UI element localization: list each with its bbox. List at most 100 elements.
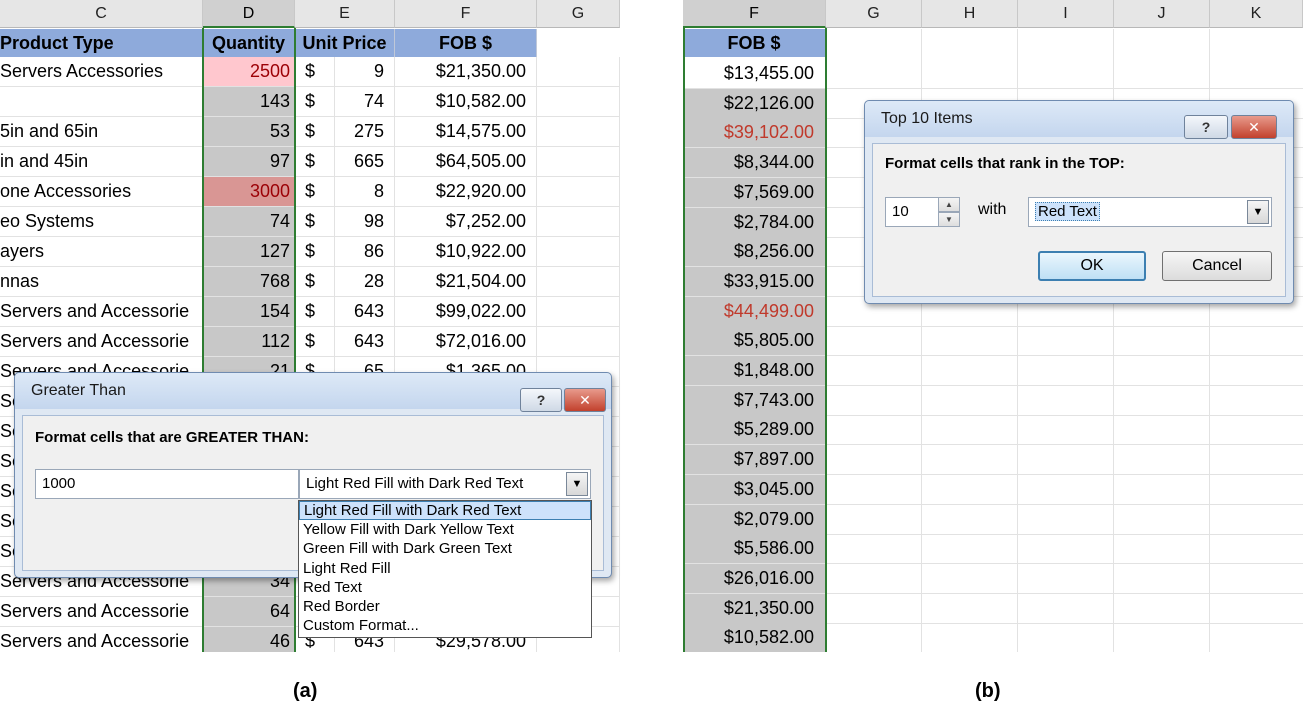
cell-unit-price[interactable]: 275 xyxy=(335,117,395,147)
cancel-button[interactable]: Cancel xyxy=(1162,251,1272,281)
chevron-down-icon[interactable]: ▼ xyxy=(1247,200,1269,224)
column-header-g[interactable]: G xyxy=(537,0,620,28)
format-select[interactable]: Light Red Fill with Dark Red Text ▼ xyxy=(299,469,591,499)
cell-product-type[interactable]: Servers Accessories xyxy=(0,57,203,87)
cell-quantity[interactable]: 97 xyxy=(203,147,295,177)
cell-unit-price[interactable]: 8 xyxy=(335,177,395,207)
cell-product-type[interactable]: nnas xyxy=(0,267,203,297)
cell-fob[interactable]: $72,016.00 xyxy=(395,327,537,357)
column-header-j[interactable]: J xyxy=(1114,0,1210,28)
cell-unit-price[interactable]: 665 xyxy=(335,147,395,177)
cell-product-type[interactable]: eo Systems xyxy=(0,207,203,237)
cell-fob[interactable]: $7,252.00 xyxy=(395,207,537,237)
cell-product-type[interactable]: Servers and Accessorie xyxy=(0,297,203,327)
cell-quantity[interactable]: 112 xyxy=(203,327,295,357)
cell-fob[interactable]: $10,582.00 xyxy=(395,87,537,117)
cell-currency[interactable]: $ xyxy=(295,87,335,117)
dropdown-option[interactable]: Green Fill with Dark Green Text xyxy=(303,540,512,558)
cell-fob[interactable]: $64,505.00 xyxy=(395,147,537,177)
help-button[interactable]: ? xyxy=(1184,115,1228,139)
dropdown-option[interactable]: Light Red Fill xyxy=(303,559,391,577)
header-product-type[interactable]: Product Type xyxy=(0,29,203,57)
cell-quantity[interactable]: 154 xyxy=(203,297,295,327)
header-fob[interactable]: FOB $ xyxy=(683,29,826,57)
cell-currency[interactable]: $ xyxy=(295,627,335,652)
cell-currency[interactable]: $ xyxy=(295,177,335,207)
cell-empty[interactable] xyxy=(537,327,620,357)
cell-fob[interactable]: $7,569.00 xyxy=(683,177,826,208)
cell-quantity[interactable]: 74 xyxy=(203,207,295,237)
cell-unit-price[interactable]: 9 xyxy=(335,57,395,87)
cell-fob[interactable]: $8,344.00 xyxy=(683,148,826,179)
cell-fob[interactable]: $14,575.00 xyxy=(395,117,537,147)
cell-fob[interactable]: $21,350.00 xyxy=(395,57,537,87)
cell-empty[interactable] xyxy=(537,117,620,147)
cell-unit-price[interactable]: 74 xyxy=(335,87,395,117)
cell-empty[interactable] xyxy=(537,297,620,327)
cell-fob[interactable]: $8,256.00 xyxy=(683,237,826,268)
cell-quantity[interactable]: 64 xyxy=(203,597,295,627)
cell-unit-price[interactable]: 98 xyxy=(335,207,395,237)
cell-empty[interactable] xyxy=(537,147,620,177)
cell-unit-price[interactable]: 643 xyxy=(335,297,395,327)
cell-empty[interactable] xyxy=(537,627,620,652)
cell-fob[interactable]: $7,743.00 xyxy=(683,385,826,416)
column-header-h[interactable]: H xyxy=(922,0,1018,28)
cell-currency[interactable]: $ xyxy=(295,267,335,297)
cell-fob[interactable]: $2,784.00 xyxy=(683,207,826,238)
dropdown-option[interactable]: Yellow Fill with Dark Yellow Text xyxy=(303,521,514,539)
chevron-down-icon[interactable]: ▼ xyxy=(566,472,588,496)
column-header-k[interactable]: K xyxy=(1210,0,1303,28)
cell-empty[interactable] xyxy=(537,57,620,87)
cell-fob[interactable]: $33,915.00 xyxy=(683,266,826,297)
cell-product-type[interactable]: 5in and 65in xyxy=(0,117,203,147)
cell-fob[interactable]: $99,022.00 xyxy=(395,297,537,327)
dropdown-option[interactable]: Custom Format... xyxy=(303,617,419,635)
cell-empty[interactable] xyxy=(537,87,620,117)
cell-currency[interactable]: $ xyxy=(295,327,335,357)
column-header-f[interactable]: F xyxy=(683,0,826,28)
cell-fob[interactable]: $39,102.00 xyxy=(683,118,826,149)
cell-quantity[interactable]: 3000 xyxy=(203,177,295,207)
cell-unit-price[interactable]: 28 xyxy=(335,267,395,297)
spin-down-icon[interactable]: ▼ xyxy=(938,212,960,227)
cell-fob[interactable]: $7,897.00 xyxy=(683,445,826,476)
cell-quantity[interactable]: 53 xyxy=(203,117,295,147)
cell-empty[interactable] xyxy=(537,177,620,207)
cell-unit-price[interactable]: 86 xyxy=(335,237,395,267)
cell-fob[interactable]: $2,079.00 xyxy=(683,504,826,535)
cell-fob[interactable]: $26,016.00 xyxy=(683,563,826,594)
cell-currency[interactable]: $ xyxy=(295,297,335,327)
column-header-f[interactable]: F xyxy=(395,0,537,28)
cell-product-type[interactable]: Servers and Accessorie xyxy=(0,597,203,627)
cell-fob[interactable]: $22,920.00 xyxy=(395,177,537,207)
cell-product-type[interactable]: in and 45in xyxy=(0,147,203,177)
cell-currency[interactable]: $ xyxy=(295,57,335,87)
column-header-i[interactable]: I xyxy=(1018,0,1114,28)
header-quantity[interactable]: Quantity xyxy=(203,29,295,57)
cell-fob[interactable]: $5,805.00 xyxy=(683,326,826,357)
spin-up-icon[interactable]: ▲ xyxy=(938,197,960,212)
cell-empty[interactable] xyxy=(537,237,620,267)
cell-empty[interactable] xyxy=(537,207,620,237)
cell-fob[interactable]: $3,045.00 xyxy=(683,474,826,505)
dropdown-option[interactable]: Light Red Fill with Dark Red Text xyxy=(299,501,591,521)
cell-quantity[interactable]: 143 xyxy=(203,87,295,117)
cell-fob[interactable]: $21,504.00 xyxy=(395,267,537,297)
cell-fob[interactable]: $21,350.00 xyxy=(683,593,826,624)
cell-fob[interactable]: $13,455.00 xyxy=(683,59,826,89)
dropdown-option[interactable]: Red Text xyxy=(303,578,362,596)
cell-empty[interactable] xyxy=(537,267,620,297)
cell-fob[interactable]: $44,499.00 xyxy=(683,296,826,327)
cell-product-type[interactable]: ayers xyxy=(0,237,203,267)
cell-quantity[interactable]: 127 xyxy=(203,237,295,267)
cell-fob[interactable]: $1,848.00 xyxy=(683,356,826,386)
format-select[interactable]: Red Text ▼ xyxy=(1028,197,1272,227)
close-button[interactable]: ✕ xyxy=(564,388,606,412)
cell-fob[interactable]: $10,582.00 xyxy=(683,623,826,652)
cell-quantity[interactable]: 2500 xyxy=(203,57,295,87)
cell-currency[interactable]: $ xyxy=(295,147,335,177)
column-header-g[interactable]: G xyxy=(826,0,922,28)
cell-currency[interactable]: $ xyxy=(295,117,335,147)
header-unit-price[interactable]: Unit Price xyxy=(295,29,395,57)
